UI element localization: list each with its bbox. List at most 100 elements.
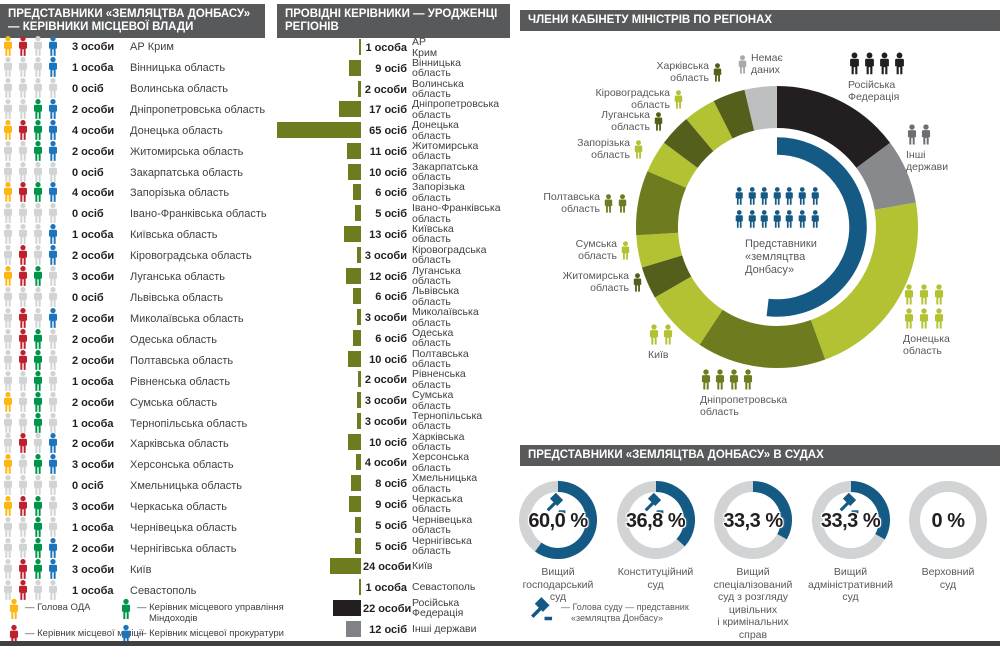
bar-row: 12 осіб Інші держави: [277, 619, 515, 640]
person-icon-poltava: [618, 193, 627, 213]
gauge-court-3: 33,3 %: [713, 480, 793, 560]
bar-row: 3 особи Миколаївська область: [277, 307, 515, 328]
person-icon-prokuratura: [49, 454, 57, 474]
bar-value: 4 особи: [364, 457, 407, 470]
row-count: 2 особи: [72, 397, 115, 409]
table-row: 0 осіб Закарпатська область: [0, 162, 272, 183]
row-pictograms: [2, 266, 59, 286]
row-count: 1 особа: [72, 62, 114, 74]
row-region: Сумська область: [130, 397, 218, 409]
person-icon-empty: [34, 287, 42, 307]
gauge-court-name: Вищий господарський суд: [522, 566, 594, 603]
person-icon-mindohodiv: [34, 329, 42, 349]
table-row: 1 особа Тернопільська область: [0, 413, 272, 434]
bar: [349, 59, 361, 76]
person-icon-donbas-rep: [735, 210, 743, 228]
person-icon-prokuratura: [49, 141, 57, 161]
row-count: 1 особа: [72, 585, 114, 597]
row-region: Закарпатська область: [130, 167, 243, 179]
table-row: 2 особи Харківська область: [0, 433, 272, 454]
cabinet-donut: [636, 86, 918, 368]
bar-region: Тернопільська область: [412, 409, 483, 433]
left-panel-title: ПРЕДСТАВНИКИ «ЗЕМЛЯЦТВА ДОНБАСУ» — КЕРІВ…: [0, 4, 265, 38]
bar: [349, 495, 361, 512]
person-icon-empty: [49, 371, 57, 391]
donut-segment-kirovohrad: [686, 100, 734, 152]
person-icon-empty: [4, 141, 12, 161]
person-icon-empty: [19, 57, 27, 77]
person-icon-empty: [4, 433, 12, 453]
table-row: 2 особи Дніпропетровська область: [0, 99, 272, 120]
row-pictograms: [2, 496, 59, 516]
bar-value: 11 осіб: [369, 145, 407, 158]
gavel-icon: [531, 597, 553, 621]
gauge-court-name: Вищий адміністративний суд: [808, 566, 893, 603]
person-icon-donbas-rep: [773, 210, 781, 228]
person-icon-donetsk: [934, 284, 944, 305]
person-icon-donbas-rep: [786, 210, 794, 228]
row-count: 0 осіб: [72, 83, 104, 95]
segment-text: Кіровоградська область: [595, 87, 670, 111]
legend-item-mindohodiv: — Керівник місцевого управління Міндоході…: [120, 598, 284, 624]
bar: [353, 288, 361, 305]
row-count: 2 особи: [72, 355, 115, 367]
table-row: 1 особа Рівненська область: [0, 371, 272, 392]
bar-value: 17 осіб: [369, 104, 407, 117]
segment-text: Дніпропетровська область: [700, 394, 788, 418]
row-pictograms: [2, 36, 59, 56]
person-icon-empty: [4, 580, 12, 600]
bar-region: Російська Федерація: [412, 596, 464, 620]
person-icon-mindohodiv: [34, 559, 42, 579]
row-region: Хмельницька область: [130, 480, 243, 492]
row-pictograms: [2, 57, 59, 77]
row-region: Севастополь: [130, 585, 197, 597]
person-icon-mindohodiv: [34, 350, 42, 370]
row-region: Дніпропетровська область: [130, 104, 266, 116]
person-icon-empty: [4, 308, 12, 328]
person-icon-prokuratura: [49, 120, 57, 140]
bar-value: 3 особи: [364, 312, 407, 324]
row-pictograms: [2, 120, 59, 140]
table-row: 4 особи Запорізька область: [0, 182, 272, 203]
bar-value: 12 осіб: [369, 623, 407, 636]
segment-pictograms: [700, 369, 787, 390]
bar-value: 24 особи: [363, 561, 412, 574]
person-icon-prokuratura: [49, 559, 57, 579]
bar: [359, 39, 361, 55]
gavel-legend: — Голова суду — представник «земляцтва До…: [527, 594, 689, 624]
gauge-value: 60,0 %: [528, 510, 588, 532]
row-count: 1 особа: [72, 376, 114, 388]
row-pictograms: [2, 580, 59, 600]
person-icon-empty: [19, 392, 27, 412]
bar: [345, 620, 361, 637]
person-icon-prokuratura: [49, 308, 57, 328]
row-count: 3 особи: [72, 501, 115, 513]
segment-label-zhytomyr: Житомирська область: [545, 270, 643, 294]
gauge-ring: [811, 481, 890, 559]
person-icon-empty: [19, 517, 27, 537]
bar: [357, 309, 361, 325]
person-icon-empty: [4, 350, 12, 370]
segment-pictograms: [903, 284, 949, 329]
bar-row: 8 осіб Хмельницька область: [277, 473, 515, 494]
person-icon-empty: [49, 287, 57, 307]
row-pictograms: [2, 287, 59, 307]
segment-label-nodata: Немає даних: [737, 52, 783, 76]
bar-region: Миколаївська область: [412, 306, 479, 329]
row-region: Запорізька область: [130, 187, 230, 199]
gauge-ring: [616, 481, 695, 559]
gauge-court-4: 33,3 %: [811, 480, 891, 560]
row-count: 0 осіб: [72, 208, 104, 220]
person-icon-empty: [19, 538, 27, 558]
bar-row: 2 особи Волинська область: [277, 78, 515, 100]
person-icon-donbas-rep: [760, 187, 768, 205]
bar: [346, 142, 361, 159]
person-icon-militia: [19, 308, 27, 328]
person-icon-sumy: [621, 240, 630, 260]
row-count: 4 особи: [72, 187, 115, 199]
row-region: Львівська область: [130, 292, 224, 304]
person-icon-donbas-rep: [773, 187, 781, 205]
bar-value: 9 осіб: [375, 498, 407, 511]
row-region: Херсонська область: [130, 459, 234, 471]
